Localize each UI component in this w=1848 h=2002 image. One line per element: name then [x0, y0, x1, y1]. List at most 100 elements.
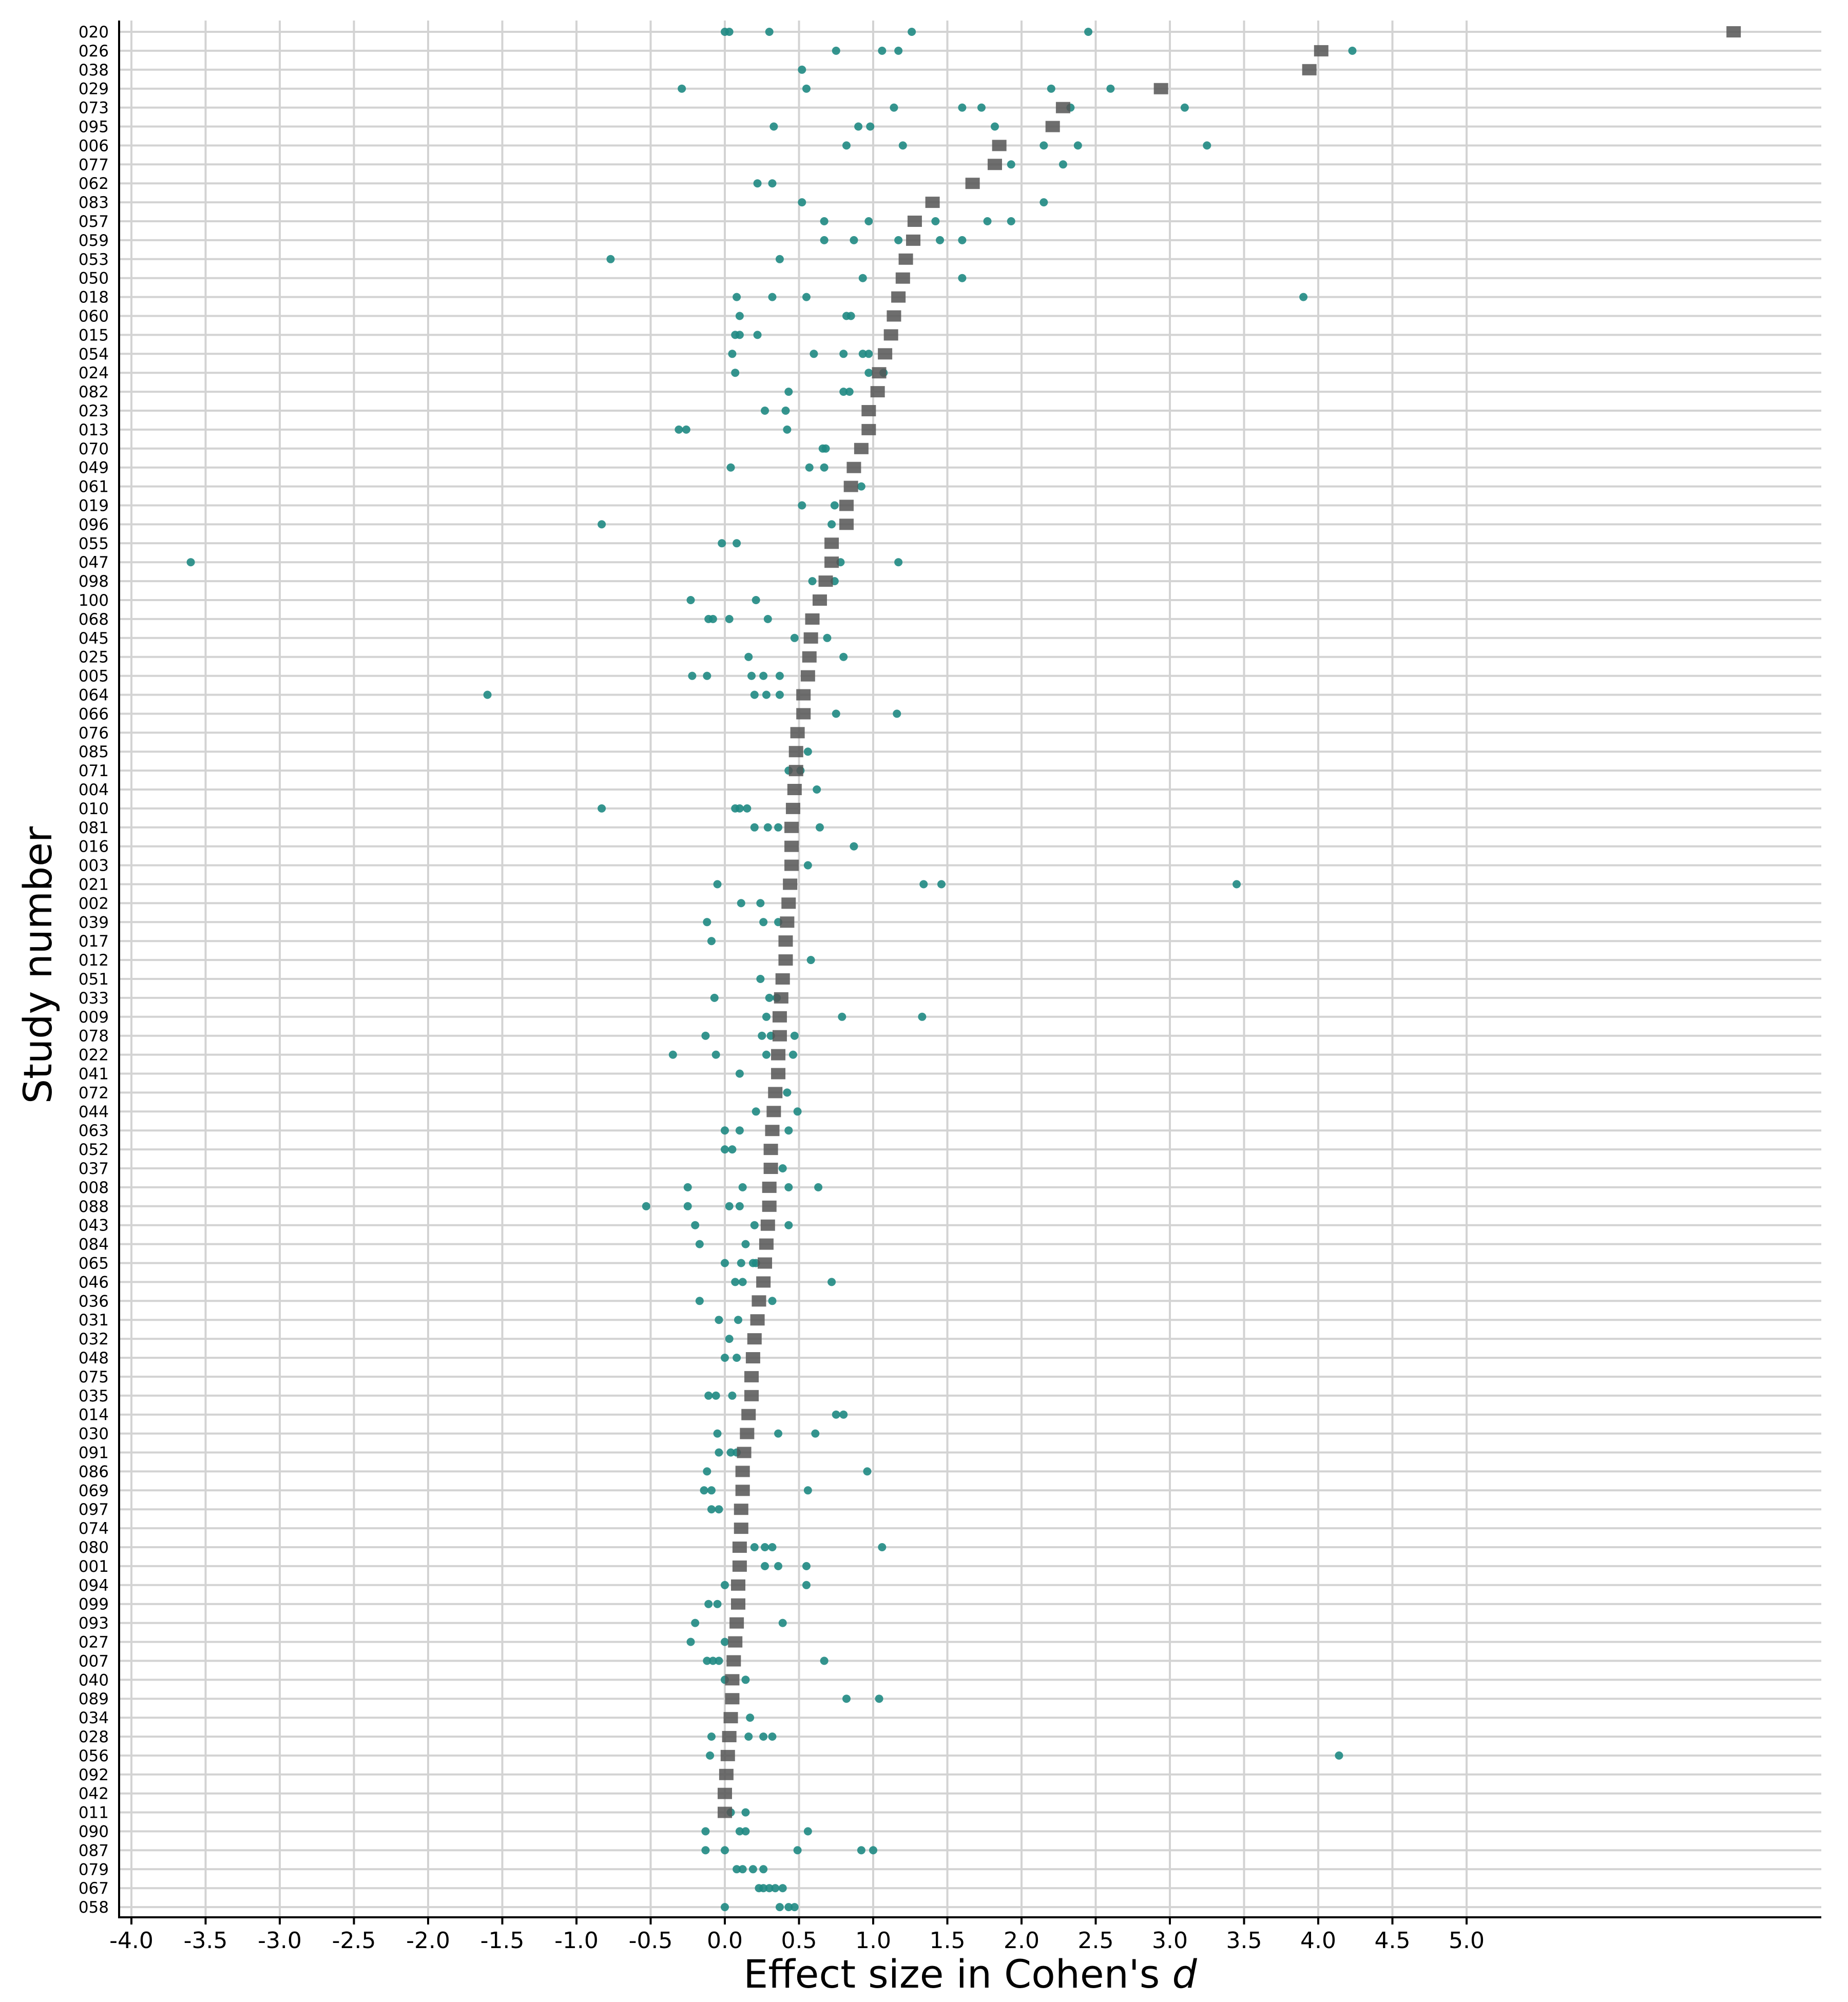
- effect-point: [686, 596, 695, 604]
- effect-point: [721, 1903, 729, 1912]
- mean-marker: [887, 310, 901, 322]
- mean-marker: [787, 784, 802, 795]
- mean-marker: [722, 1731, 737, 1742]
- y-tick-label: 069: [79, 1481, 109, 1500]
- effect-point: [839, 1410, 848, 1419]
- effect-point: [839, 652, 848, 661]
- y-tick-label: 020: [79, 23, 109, 42]
- effect-point: [778, 1164, 787, 1172]
- effect-point: [803, 1486, 812, 1495]
- mean-marker: [720, 1749, 735, 1761]
- effect-point: [744, 1732, 753, 1741]
- mean-marker: [762, 1181, 777, 1193]
- y-tick-label: 016: [79, 838, 109, 856]
- y-tick-label: 013: [79, 421, 109, 439]
- effect-point: [803, 1827, 812, 1836]
- y-tick-label: 077: [79, 156, 109, 174]
- effect-point: [186, 558, 195, 567]
- effect-point: [832, 46, 840, 55]
- effect-point: [741, 1676, 750, 1684]
- effect-point: [1007, 160, 1015, 169]
- effect-point: [805, 463, 814, 472]
- mean-marker: [728, 1636, 743, 1648]
- mean-marker: [802, 651, 817, 663]
- effect-point: [958, 236, 967, 244]
- effect-point: [642, 1202, 650, 1210]
- mean-marker: [883, 329, 898, 341]
- effect-point: [741, 1240, 750, 1248]
- effect-point: [958, 274, 967, 282]
- mean-marker: [796, 708, 811, 720]
- y-tick-label: 028: [79, 1728, 109, 1746]
- y-tick-label: 086: [79, 1462, 109, 1481]
- effect-point: [688, 671, 697, 680]
- effect-point: [733, 293, 741, 301]
- effect-point: [707, 1732, 716, 1741]
- labels-layer: 0200260380290730950060770620830570590530…: [15, 23, 1485, 1997]
- effect-point: [721, 1259, 729, 1267]
- effect-point: [735, 804, 744, 813]
- effect-point: [606, 255, 615, 263]
- effect-point: [715, 1316, 723, 1324]
- y-tick-label: 054: [79, 345, 109, 363]
- effect-point: [598, 804, 606, 813]
- y-tick-label: 064: [79, 686, 109, 705]
- y-tick-label: 018: [79, 288, 109, 307]
- x-axis-title-text: Effect size in Cohen's: [743, 1951, 1172, 1997]
- y-axis-title: Study number: [15, 826, 61, 1104]
- effect-point: [701, 1846, 710, 1855]
- y-tick-label: 059: [79, 232, 109, 250]
- mean-marker: [861, 424, 876, 435]
- effect-point: [1299, 293, 1308, 301]
- effect-point: [1106, 84, 1115, 93]
- y-tick-label: 001: [79, 1557, 109, 1576]
- mean-marker: [818, 575, 833, 587]
- effect-point: [750, 690, 759, 699]
- effect-point: [814, 1183, 823, 1191]
- effect-point: [746, 1714, 755, 1722]
- mean-marker: [778, 935, 793, 947]
- y-tick-label: 029: [79, 80, 109, 99]
- effect-point: [683, 1183, 692, 1191]
- mean-marker: [824, 556, 839, 568]
- mean-marker: [805, 613, 820, 625]
- effect-point: [735, 1126, 744, 1135]
- effect-point: [864, 350, 873, 358]
- effect-point: [832, 709, 840, 718]
- y-tick-label: 007: [79, 1652, 109, 1670]
- y-tick-label: 050: [79, 270, 109, 288]
- y-tick-label: 095: [79, 118, 109, 137]
- y-tick-label: 005: [79, 667, 109, 686]
- effect-point: [811, 1429, 820, 1438]
- effect-point: [839, 350, 848, 358]
- mean-marker: [1726, 26, 1741, 37]
- effect-point: [750, 823, 759, 832]
- effect-point: [802, 1581, 811, 1589]
- mean-marker: [898, 253, 913, 265]
- y-tick-label: 083: [79, 194, 109, 212]
- effect-point: [803, 861, 812, 870]
- effect-point: [820, 463, 829, 472]
- y-tick-label: 096: [79, 515, 109, 534]
- mean-marker: [718, 1787, 732, 1799]
- effect-point: [735, 1202, 744, 1210]
- mean-marker: [891, 291, 906, 303]
- effect-point: [762, 690, 771, 699]
- effect-point: [919, 880, 928, 889]
- effect-point: [820, 217, 829, 225]
- effect-point: [866, 122, 875, 131]
- x-tick-label: 3.5: [1226, 1928, 1262, 1954]
- effect-point: [775, 255, 784, 263]
- effect-point: [983, 217, 992, 225]
- effect-point: [784, 1221, 793, 1229]
- effect-point: [842, 141, 851, 150]
- y-tick-label: 067: [79, 1879, 109, 1898]
- effect-point: [701, 1827, 710, 1836]
- mean-marker: [772, 1030, 787, 1042]
- effect-point: [682, 425, 690, 434]
- effect-point: [759, 1865, 768, 1874]
- effect-point: [738, 1183, 747, 1191]
- y-tick-label: 043: [79, 1217, 109, 1235]
- effect-point: [715, 1505, 723, 1514]
- effect-point: [768, 1297, 777, 1305]
